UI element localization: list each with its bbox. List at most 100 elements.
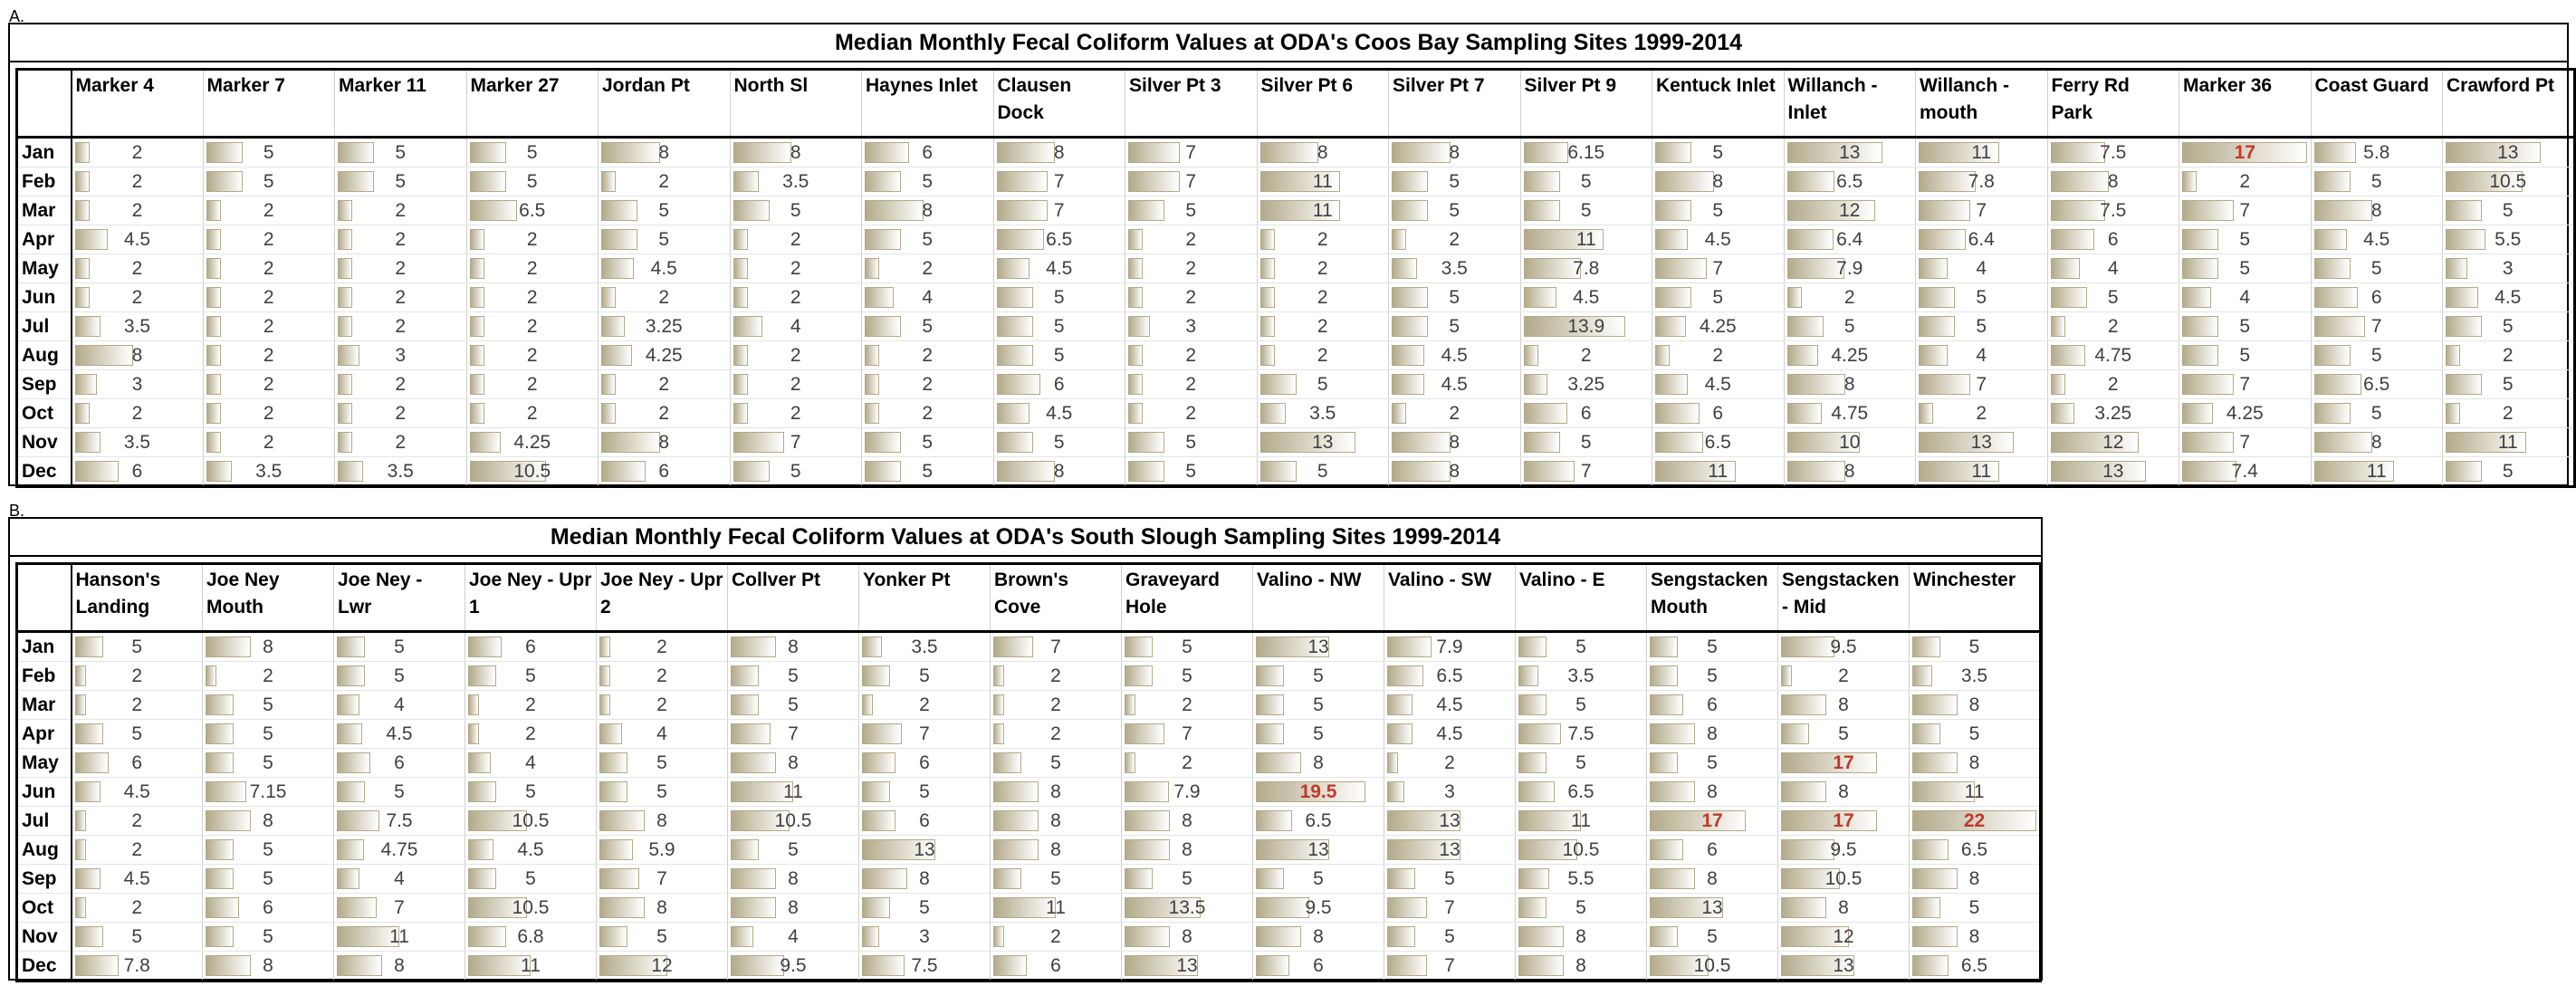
cell: 4.25 xyxy=(467,428,598,456)
data-bar xyxy=(1655,345,1671,366)
data-cell: 7 xyxy=(333,893,465,923)
data-bar xyxy=(468,810,528,831)
cell-value: 5 xyxy=(2502,461,2514,482)
cell-value: 5.5 xyxy=(1567,868,1594,889)
data-cell: 2 xyxy=(464,690,597,720)
cell-value: 5 xyxy=(2239,229,2251,250)
data-bar xyxy=(996,258,1029,279)
data-bar xyxy=(1125,810,1170,831)
cell: 8 xyxy=(1122,923,1252,951)
data-bar xyxy=(469,171,506,192)
cell-value: 5 xyxy=(2239,258,2251,279)
data-cell: 6 xyxy=(2311,282,2443,312)
cell-value: 2 xyxy=(526,287,538,308)
cell: 8 xyxy=(1778,894,1909,922)
data-bar xyxy=(1387,781,1404,802)
data-bar xyxy=(601,258,635,279)
data-bar xyxy=(468,868,497,889)
cell: 4.25 xyxy=(1785,341,1915,369)
data-bar xyxy=(468,637,503,657)
data-bar xyxy=(996,345,1033,366)
cell: 5 xyxy=(467,168,598,196)
data-bar xyxy=(2182,403,2214,424)
cell-value: 2 xyxy=(1580,345,1592,366)
data-cell: 2 xyxy=(596,661,728,691)
cell: 2 xyxy=(204,312,334,340)
cell: 7 xyxy=(334,894,464,922)
cell: 2 xyxy=(731,399,861,427)
data-bar xyxy=(1259,287,1275,308)
cell-value: 7 xyxy=(1185,171,1197,192)
cell: 3.5 xyxy=(72,428,203,456)
cell-value: 5 xyxy=(922,316,934,337)
cell: 8 xyxy=(1647,778,1777,806)
cell: 17 xyxy=(1647,807,1777,835)
cell-value: 10.5 xyxy=(2489,171,2527,192)
cell: 2 xyxy=(991,923,1121,951)
cell: 5 xyxy=(1253,662,1384,690)
cell-value: 2 xyxy=(395,200,407,221)
cell: 8 xyxy=(994,457,1125,485)
data-cell: 2 xyxy=(334,398,467,428)
cell-value: 7 xyxy=(656,868,667,889)
cell: 2 xyxy=(597,691,727,719)
cell: 5 xyxy=(2179,225,2310,254)
data-bar xyxy=(865,258,880,279)
data-bar xyxy=(993,868,1022,889)
data-cell: 19.5 xyxy=(1252,777,1384,807)
data-cell: 4.5 xyxy=(1384,690,1516,720)
cell: 9.5 xyxy=(1253,894,1384,922)
cell-value: 4.5 xyxy=(123,868,150,889)
data-cell: 8 xyxy=(2311,427,2443,457)
data-cell: 5 xyxy=(730,456,862,487)
data-bar xyxy=(1392,432,1451,453)
data-cell: 6.5 xyxy=(466,196,599,225)
data-bar xyxy=(338,461,364,482)
data-cell: 4 xyxy=(596,719,728,749)
cell-value: 2 xyxy=(1838,665,1849,686)
cell: 2 xyxy=(1258,312,1388,340)
cell-value: 5 xyxy=(1712,287,1724,308)
cell: 2 xyxy=(335,283,465,311)
cell: 10 xyxy=(1785,428,1915,456)
data-cell: 2 xyxy=(1257,340,1389,370)
cell: 8 xyxy=(1910,865,2039,893)
cell-value: 5 xyxy=(1313,868,1324,889)
data-cell: 2 xyxy=(203,254,335,283)
cell-value: 13.5 xyxy=(1168,897,1206,918)
cell-value: 4 xyxy=(2239,287,2251,308)
cell: 4.25 xyxy=(2179,399,2310,427)
cell-value: 2 xyxy=(1444,752,1455,773)
cell: 8 xyxy=(1647,865,1777,893)
cell-value: 4 xyxy=(788,926,799,947)
data-cell: 8 xyxy=(1784,456,1916,487)
cell: 2 xyxy=(467,254,598,282)
cell-value: 2 xyxy=(1185,287,1197,308)
row-label: Apr xyxy=(16,225,72,254)
row-label: Sep xyxy=(16,864,72,894)
data-cell: 2 xyxy=(1652,340,1785,370)
cell: 7.5 xyxy=(2048,139,2179,167)
cell: 8 xyxy=(728,749,858,777)
data-bar xyxy=(1786,316,1824,337)
cell-value: 3 xyxy=(1444,781,1455,802)
cell: 5 xyxy=(991,749,1121,777)
cell-value: 5 xyxy=(526,171,538,192)
data-bar xyxy=(338,229,353,250)
cell: 8 xyxy=(2048,168,2179,196)
data-bar xyxy=(1655,403,1700,424)
column-header: Marker 11 xyxy=(334,69,467,139)
cell: 5 xyxy=(334,778,464,806)
cell-value: 13 xyxy=(1439,839,1460,860)
data-cell: 7 xyxy=(990,631,1122,662)
cell: 4 xyxy=(728,923,858,951)
cell-value: 2 xyxy=(1317,345,1328,366)
cell: 4.5 xyxy=(1384,691,1515,719)
cell: 5 xyxy=(1516,691,1646,719)
data-bar xyxy=(1523,229,1604,250)
cell: 5.5 xyxy=(1516,865,1646,893)
data-cell: 7 xyxy=(1915,369,2048,399)
cell-value: 2 xyxy=(1050,723,1061,744)
cell-value: 5 xyxy=(788,839,799,860)
cell-value: 2 xyxy=(395,403,407,424)
